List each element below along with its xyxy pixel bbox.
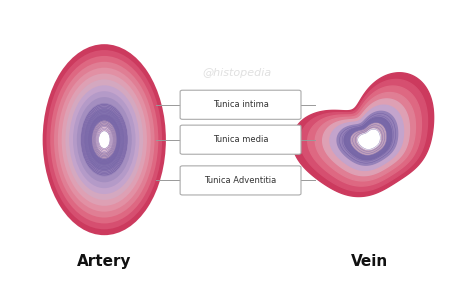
Text: Tunica media: Tunica media <box>213 135 268 144</box>
Ellipse shape <box>69 85 139 194</box>
Ellipse shape <box>88 115 120 165</box>
Polygon shape <box>300 79 428 191</box>
Ellipse shape <box>58 68 151 212</box>
Ellipse shape <box>81 103 128 176</box>
Ellipse shape <box>77 97 132 182</box>
Ellipse shape <box>92 120 117 159</box>
Text: Tunica intima: Tunica intima <box>213 100 268 109</box>
FancyBboxPatch shape <box>180 90 301 119</box>
Ellipse shape <box>50 56 158 223</box>
Text: @histopedia: @histopedia <box>202 68 272 78</box>
Ellipse shape <box>65 79 143 200</box>
Ellipse shape <box>46 50 162 229</box>
Polygon shape <box>344 117 392 160</box>
Polygon shape <box>358 129 380 149</box>
Polygon shape <box>330 105 403 171</box>
Text: Artery: Artery <box>77 254 131 269</box>
Polygon shape <box>351 123 386 155</box>
Polygon shape <box>315 93 415 181</box>
Ellipse shape <box>54 62 155 218</box>
Text: Tunica Adventitia: Tunica Adventitia <box>204 176 277 185</box>
Polygon shape <box>337 111 398 165</box>
Ellipse shape <box>43 44 166 235</box>
Ellipse shape <box>99 131 110 148</box>
Text: Vein: Vein <box>351 254 388 269</box>
Polygon shape <box>323 99 410 176</box>
Polygon shape <box>308 86 421 186</box>
Ellipse shape <box>84 109 124 171</box>
Ellipse shape <box>73 91 136 188</box>
FancyBboxPatch shape <box>180 166 301 195</box>
FancyBboxPatch shape <box>180 125 301 154</box>
Ellipse shape <box>96 127 113 153</box>
Ellipse shape <box>62 74 147 206</box>
Polygon shape <box>292 73 434 196</box>
